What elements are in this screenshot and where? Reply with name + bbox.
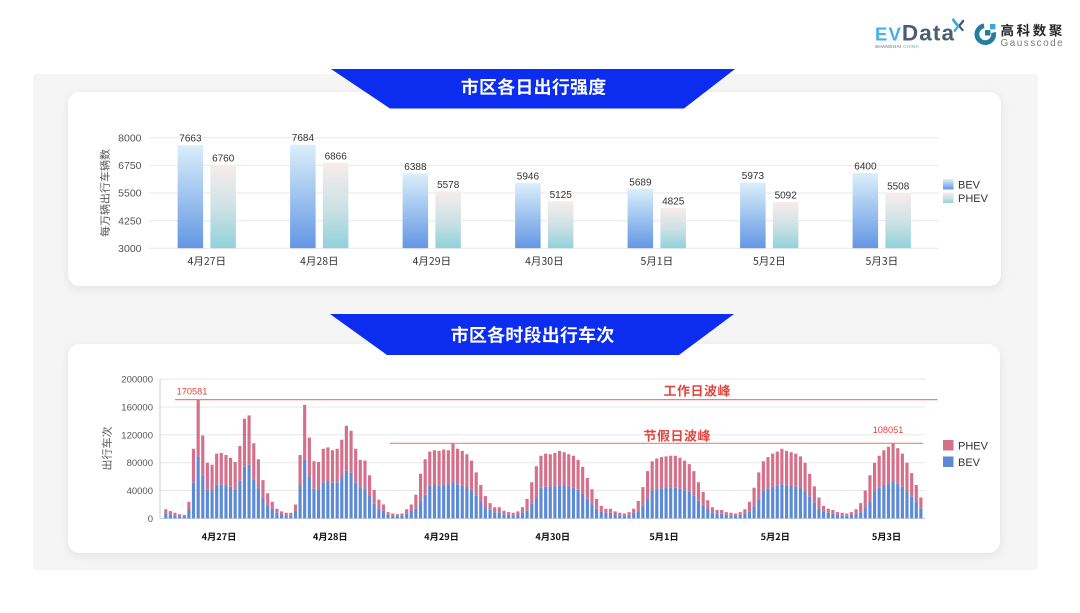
svg-text:6760: 6760 <box>212 154 235 165</box>
svg-text:BEV: BEV <box>958 179 981 191</box>
svg-text:6750: 6750 <box>118 160 142 172</box>
svg-text:0: 0 <box>148 514 153 525</box>
svg-text:160000: 160000 <box>121 403 153 414</box>
svg-text:5500: 5500 <box>118 188 142 200</box>
svg-text:3000: 3000 <box>118 243 142 255</box>
svg-text:200000: 200000 <box>121 375 153 386</box>
svg-text:7663: 7663 <box>179 134 202 145</box>
svg-text:80000: 80000 <box>127 458 153 469</box>
svg-text:PHEV: PHEV <box>958 193 989 205</box>
svg-text:Gausscode: Gausscode <box>1001 38 1065 49</box>
svg-text:5973: 5973 <box>742 171 765 182</box>
svg-text:6388: 6388 <box>404 162 427 173</box>
svg-text:EVData: EVData <box>875 21 955 46</box>
svg-text:PHEV: PHEV <box>958 440 989 452</box>
svg-text:SHANGHAI CHINA: SHANGHAI CHINA <box>875 44 920 49</box>
svg-text:5689: 5689 <box>629 177 652 188</box>
svg-text:8000: 8000 <box>118 133 142 145</box>
svg-text:4250: 4250 <box>118 215 142 227</box>
svg-text:5946: 5946 <box>517 172 540 183</box>
svg-text:120000: 120000 <box>121 430 153 441</box>
svg-text:BEV: BEV <box>958 457 981 469</box>
svg-text:40000: 40000 <box>127 486 153 497</box>
svg-text:5508: 5508 <box>887 181 910 192</box>
svg-text:6866: 6866 <box>325 151 348 162</box>
svg-text:6400: 6400 <box>854 162 877 173</box>
svg-text:5578: 5578 <box>437 180 460 191</box>
svg-text:5125: 5125 <box>550 190 573 201</box>
svg-text:108051: 108051 <box>873 425 904 435</box>
svg-text:170581: 170581 <box>177 387 208 397</box>
svg-text:4825: 4825 <box>662 196 685 207</box>
svg-text:7684: 7684 <box>292 133 315 144</box>
svg-text:5092: 5092 <box>775 191 798 202</box>
